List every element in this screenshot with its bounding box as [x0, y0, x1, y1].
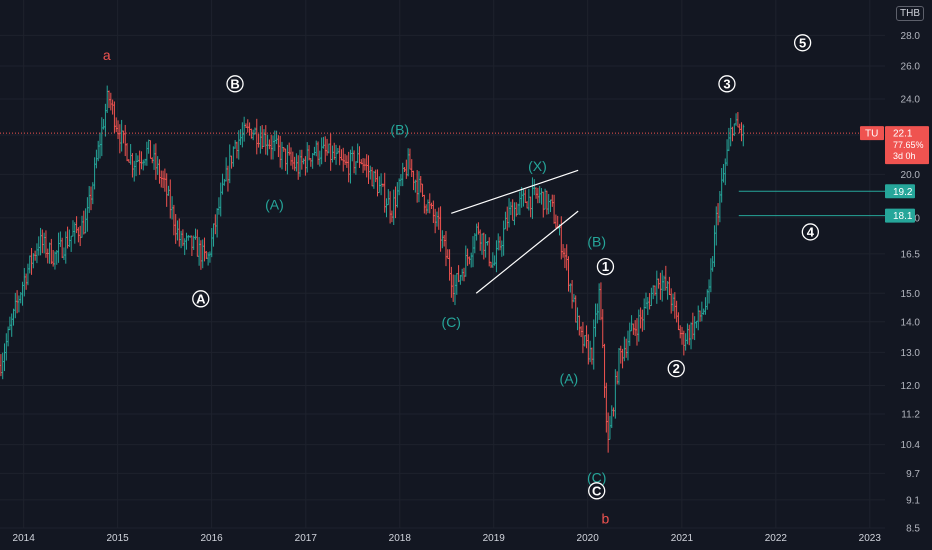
wave-circle [718, 75, 736, 93]
wave-circle [793, 34, 812, 52]
symbol-tag-label: TU [865, 129, 878, 140]
x-tick-label: 2020 [577, 533, 600, 544]
wave-label-circled: C [592, 483, 602, 498]
y-tick-label: 28.0 [901, 31, 921, 42]
time-axis[interactable]: 2014 2015 2016 2017 2018 2019 2020 2021 2022 2023 [13, 533, 882, 544]
wave-circle [667, 359, 685, 378]
level-tag-label: 19.2 [893, 187, 913, 198]
last-price-label: 22.1 [893, 129, 913, 140]
price-axis[interactable]: 32.028.026.024.022.020.018.016.515.014.0… [901, 0, 921, 535]
x-tick-label: 2017 [295, 533, 318, 544]
last-price-tag-bg [885, 126, 929, 165]
level-tag-label: 18.1 [893, 211, 913, 222]
x-tick-label: 2023 [859, 533, 882, 544]
wave-label-circled: B [230, 76, 239, 91]
price-tags: 19.2 18.1 TU 22.177.65%3d 0h [860, 126, 929, 223]
countdown-label: 3d 0h [893, 151, 916, 161]
wave-label-circled: 2 [673, 361, 680, 376]
candlestick-series [0, 85, 745, 453]
wave-circle [226, 75, 244, 93]
x-tick-label: 2014 [13, 533, 36, 544]
level-tag-bg [885, 208, 915, 223]
wave-circle [588, 482, 606, 500]
wave-label-red: c [746, 0, 753, 1]
wave-label-teal: (C) [587, 470, 606, 486]
wave-label-circled: 5 [799, 35, 806, 50]
wave-label-teal: (B) [587, 234, 606, 250]
y-tick-label: 15.0 [901, 289, 921, 300]
channel-trendline [475, 210, 579, 294]
y-tick-label: 24.0 [901, 95, 921, 106]
grid [0, 0, 885, 529]
y-tick-label: 16.5 [901, 249, 921, 260]
wave-label-teal: (B) [390, 121, 409, 137]
y-tick-label: 20.0 [901, 170, 921, 181]
wave-label-teal: (C) [442, 314, 461, 330]
channel-trendline [451, 169, 579, 214]
y-tick-label: 9.1 [906, 495, 920, 506]
x-tick-label: 2019 [483, 533, 506, 544]
wave-label-circled: 4 [807, 224, 815, 239]
wave-label-teal: (A) [560, 371, 579, 387]
x-tick-label: 2016 [200, 533, 223, 544]
wave-label-circled: A [196, 291, 206, 306]
y-tick-label: 13.0 [901, 348, 921, 359]
wave-circle [801, 223, 819, 241]
x-tick-label: 2018 [389, 533, 412, 544]
wave-label-red: a [103, 47, 111, 63]
y-tick-label: 9.7 [906, 469, 920, 480]
wave-label-red: b [602, 510, 610, 526]
x-tick-label: 2015 [107, 533, 130, 544]
wave-labels: a b c (A) (B) (C) (X) (B) (A) (C) B A C 1 2 3 4 5 [103, 0, 819, 526]
y-tick-label: 26.0 [901, 61, 921, 72]
y-tick-label: 11.2 [901, 410, 920, 421]
y-tick-label: 14.0 [901, 317, 921, 328]
y-tick-label: 8.5 [906, 524, 920, 535]
x-tick-label: 2022 [765, 533, 788, 544]
wave-label-circled: 3 [723, 76, 730, 91]
symbol-tag-bg [860, 126, 884, 141]
wave-circle [192, 290, 210, 308]
drawing-overlays [0, 132, 885, 294]
currency-badge[interactable]: THB [896, 6, 924, 21]
wave-circle [596, 257, 615, 276]
y-tick-label: 12.0 [901, 381, 921, 392]
change-percent-label: 77.65% [893, 140, 924, 150]
wave-label-teal: (A) [265, 196, 284, 212]
y-tick-label: 10.4 [901, 440, 921, 451]
level-tag-bg [885, 184, 915, 199]
wave-label-circled: 1 [602, 259, 609, 274]
wave-label-teal: (X) [528, 158, 547, 174]
x-tick-label: 2021 [671, 533, 694, 544]
